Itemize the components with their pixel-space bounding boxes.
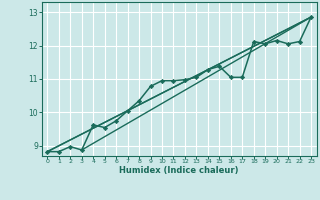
X-axis label: Humidex (Indice chaleur): Humidex (Indice chaleur) [119,166,239,175]
